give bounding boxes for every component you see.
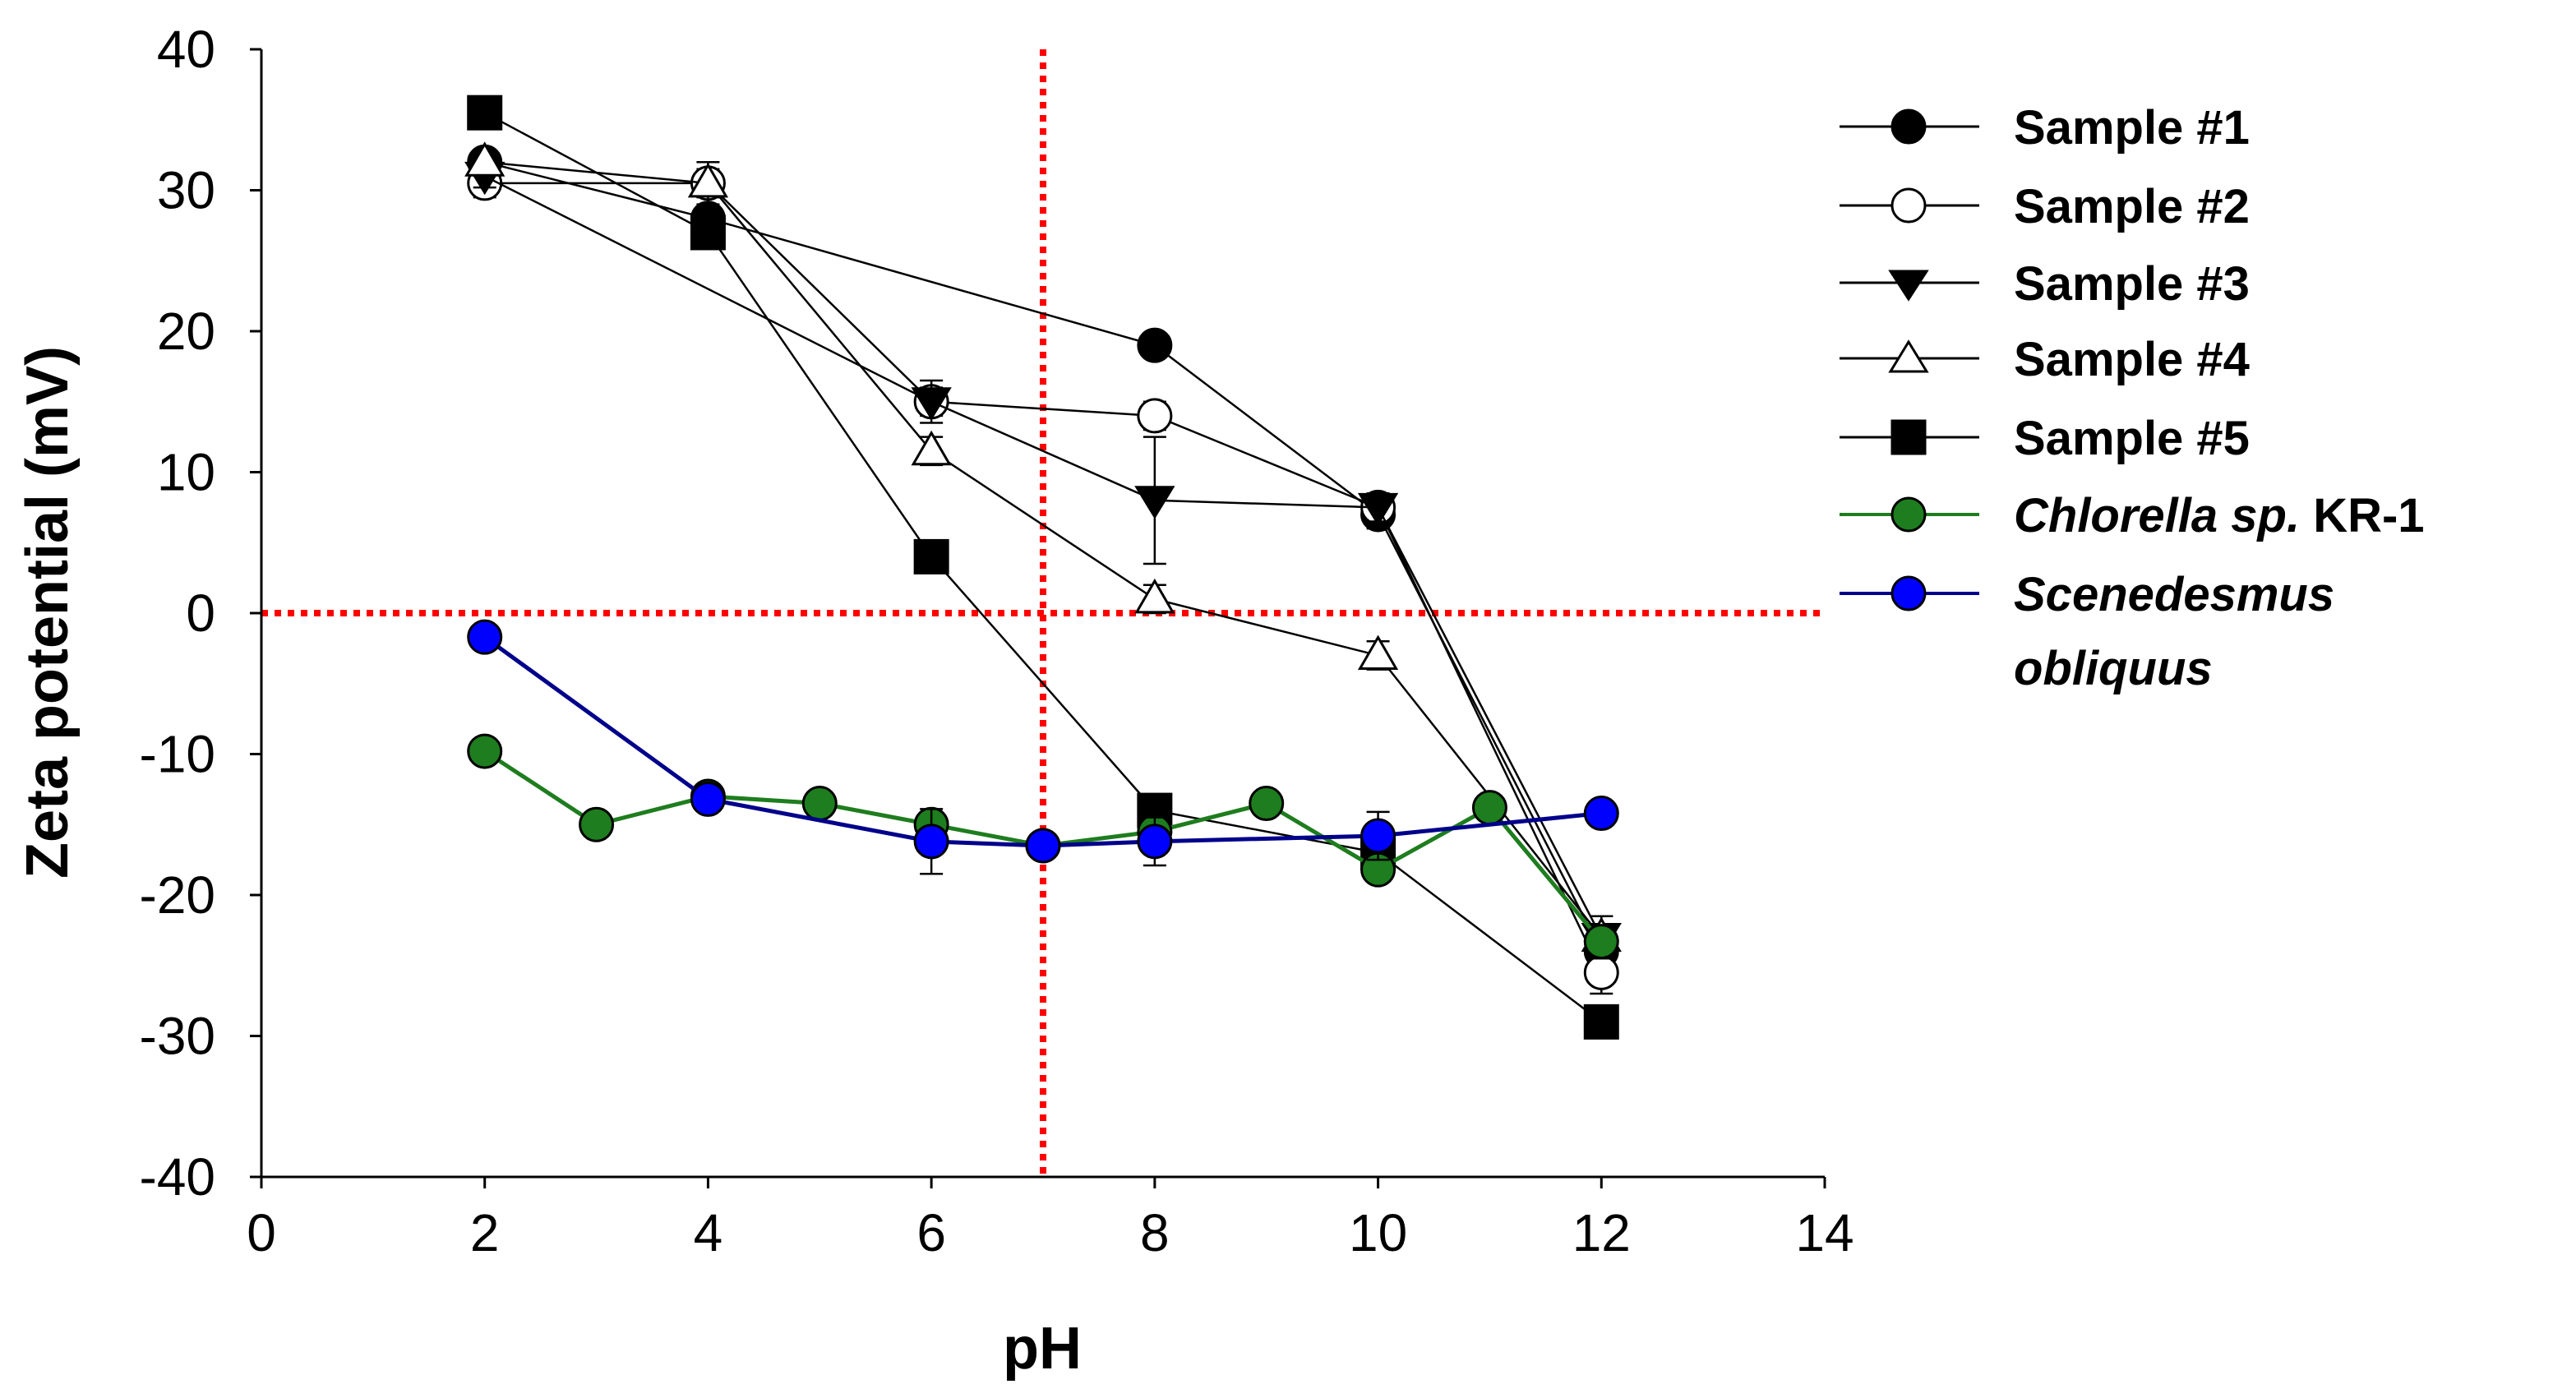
y-tick-label: -20 <box>140 865 216 925</box>
data-point-sample-4 <box>464 141 506 177</box>
data-point-scenedesmus-obliquus <box>1583 796 1619 832</box>
legend-marker-sample-4 <box>1888 339 1929 373</box>
data-point-chlorella-sp-kr-1 <box>801 786 838 822</box>
legend-marker-sample-2 <box>1890 187 1927 224</box>
series-line-sample-5 <box>484 112 1603 1023</box>
legend-label-sample-5: Sample #5 <box>2014 412 2250 465</box>
data-point-scenedesmus-obliquus <box>1137 824 1173 860</box>
data-point-sample-5 <box>913 538 949 574</box>
data-point-chlorella-sp-kr-1 <box>1471 790 1507 826</box>
data-point-sample-3 <box>1357 492 1399 527</box>
legend-marker-sample-3 <box>1888 270 1929 302</box>
data-point-sample-5 <box>1583 1004 1619 1040</box>
data-point-chlorella-sp-kr-1 <box>579 806 615 842</box>
data-point-sample-1 <box>1137 327 1173 363</box>
data-point-sample-3 <box>911 387 952 421</box>
legend-label-chlorella: Chlorella sp. KR-1 <box>2014 489 2425 542</box>
x-axis-title: pH <box>1003 1316 1082 1382</box>
x-tick-label: 0 <box>247 1203 276 1262</box>
legend-label-sample-3: Sample #3 <box>2014 257 2250 311</box>
x-tick-label: 4 <box>694 1203 723 1262</box>
series-scenedesmus-obliquus <box>467 619 1619 875</box>
legend-marker-chlorella <box>1890 496 1927 533</box>
legend-item-sample-4: Sample #4 <box>1840 333 2250 386</box>
legend-label-sample-2: Sample #2 <box>2014 180 2250 233</box>
legend-label-sample-4: Sample #4 <box>2014 333 2250 386</box>
data-point-scenedesmus-obliquus <box>690 781 726 817</box>
data-point-sample-2 <box>1583 954 1619 990</box>
y-tick-label: 40 <box>157 20 215 79</box>
x-tick-label: 10 <box>1349 1203 1407 1262</box>
data-point-sample-5 <box>467 95 503 131</box>
y-tick-label: 10 <box>157 443 215 502</box>
data-point-sample-4 <box>687 162 729 198</box>
y-axis-title: Zeta potential (mV) <box>15 346 81 879</box>
data-point-scenedesmus-obliquus <box>1025 828 1061 864</box>
x-tick-label: 12 <box>1572 1203 1631 1262</box>
legend-marker-sample-5 <box>1890 419 1927 455</box>
x-tick-label: 8 <box>1140 1203 1170 1262</box>
y-tick-label: 20 <box>157 302 215 361</box>
legend-item-sample-3: Sample #3 <box>1840 257 2250 311</box>
series-line-sample-4 <box>484 160 1603 939</box>
data-point-sample-3 <box>1134 486 1175 519</box>
x-tick-label: 14 <box>1795 1203 1854 1262</box>
legend-item-sample-2: Sample #2 <box>1840 180 2250 233</box>
tick-labels: 0 2 4 6 8 10 12 14 -40 -30 -20 -10 0 10 20 30 40 <box>140 20 1854 1262</box>
legend-item-chlorella: Chlorella sp. KR-1 <box>1840 489 2425 542</box>
legend-label-scenedesmus-line2: obliquus <box>2014 642 2213 695</box>
reference-lines <box>261 49 1825 1177</box>
data-point-sample-4 <box>911 430 952 466</box>
legend-item-scenedesmus: Scenedesmus obliquus <box>1840 568 2334 695</box>
y-tick-label: 30 <box>157 161 215 220</box>
x-tick-label: 6 <box>916 1203 946 1262</box>
series-line-sample-2 <box>484 182 1603 973</box>
y-tick-label: 0 <box>186 584 215 643</box>
data-point-scenedesmus-obliquus <box>1360 818 1396 854</box>
legend-label-scenedesmus-line1: Scenedesmus <box>2014 568 2334 621</box>
data-point-sample-5 <box>690 215 726 251</box>
data-point-chlorella-sp-kr-1 <box>1249 786 1285 822</box>
y-tick-label: -10 <box>140 725 216 784</box>
data-point-chlorella-sp-kr-1 <box>467 733 503 769</box>
legend-label-chlorella-rest: KR-1 <box>2300 489 2424 542</box>
data-point-sample-4 <box>1134 578 1175 614</box>
series-layer <box>464 95 1622 1040</box>
y-tick-label: -40 <box>140 1147 216 1207</box>
legend-label-sample-1: Sample #1 <box>2014 101 2250 155</box>
legend-item-sample-5: Sample #5 <box>1840 412 2250 465</box>
data-point-scenedesmus-obliquus <box>467 619 503 655</box>
axes <box>250 48 1826 1188</box>
data-point-chlorella-sp-kr-1 <box>1583 924 1619 960</box>
data-point-sample-4 <box>1357 634 1399 670</box>
legend-label-chlorella-italic: Chlorella sp. <box>2014 489 2300 542</box>
y-tick-label: -30 <box>140 1007 216 1066</box>
x-tick-label: 2 <box>470 1203 500 1262</box>
legend-item-sample-1: Sample #1 <box>1840 101 2250 155</box>
legend-marker-sample-1 <box>1890 108 1927 145</box>
legend-marker-scenedesmus <box>1890 575 1927 611</box>
data-point-sample-2 <box>1137 398 1173 434</box>
legend: Sample #1 Sample #2 Sample #3 Sample #4 … <box>1840 101 2425 695</box>
data-point-scenedesmus-obliquus <box>913 824 949 860</box>
